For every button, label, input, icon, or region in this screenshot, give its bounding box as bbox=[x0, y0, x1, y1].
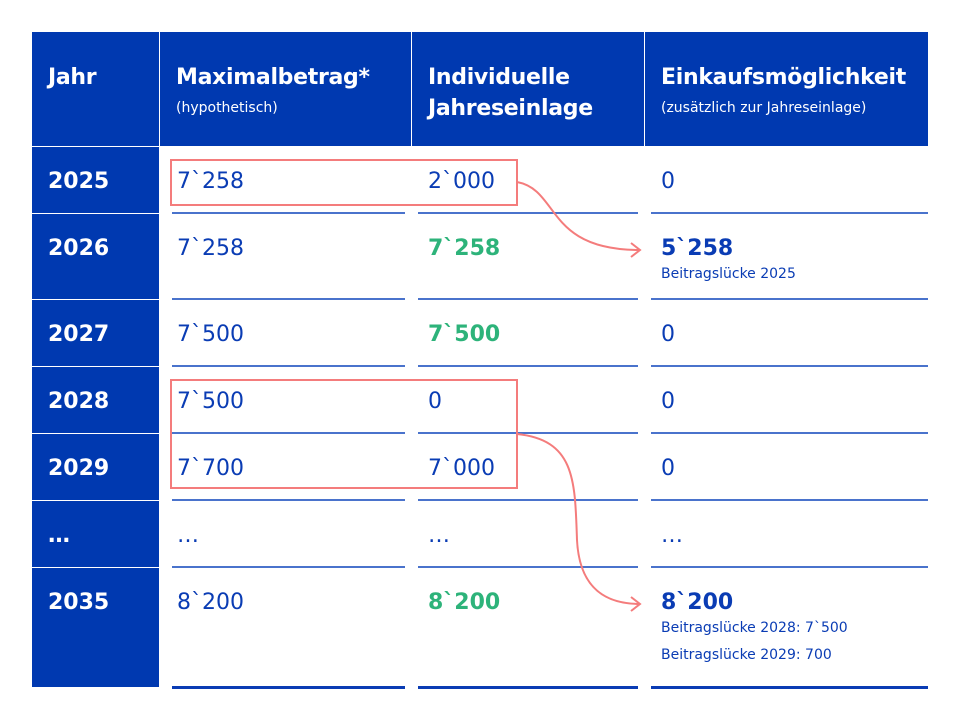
einkauf-value: … bbox=[661, 523, 683, 548]
row-divider bbox=[172, 566, 405, 568]
row-divider bbox=[172, 298, 405, 300]
header-title: Individuelle Jahreseinlage bbox=[428, 65, 593, 121]
row-divider bbox=[651, 432, 928, 434]
einkauf-value: 0 bbox=[661, 169, 675, 194]
maximalbetrag-value: 7`500 bbox=[177, 389, 244, 414]
einkauf-value: 5`258 bbox=[661, 236, 734, 261]
jahreseinlage-value: 2`000 bbox=[428, 169, 495, 194]
beitragsluecke-note: Beitragslücke 2025 bbox=[661, 266, 796, 282]
year-label: 2029 bbox=[48, 456, 110, 481]
row-divider bbox=[651, 499, 928, 501]
year-label: 2026 bbox=[48, 236, 110, 261]
row-divider bbox=[418, 432, 638, 434]
einkauf-value: 0 bbox=[661, 322, 675, 347]
row-divider bbox=[418, 499, 638, 501]
row-divider bbox=[418, 686, 638, 689]
maximalbetrag-value: 7`700 bbox=[177, 456, 244, 481]
year-label: 2025 bbox=[48, 169, 110, 194]
row-divider bbox=[172, 212, 405, 214]
year-cell: 2027 bbox=[32, 300, 159, 366]
row-divider bbox=[418, 298, 638, 300]
jahreseinlage-value: 7`258 bbox=[428, 236, 501, 261]
year-cell: … bbox=[32, 501, 159, 567]
einkauf-value: 0 bbox=[661, 389, 675, 414]
header-subtitle: (hypothetisch) bbox=[176, 100, 278, 116]
row-divider bbox=[651, 686, 928, 689]
einkauf-value: 8`200 bbox=[661, 590, 734, 615]
year-label: 2027 bbox=[48, 322, 110, 347]
row-divider bbox=[651, 566, 928, 568]
header-einkauf: Einkaufsmöglichkeit (zusätzlich zur Jahre… bbox=[645, 32, 928, 146]
highlight-box-2025 bbox=[170, 159, 518, 206]
row-divider bbox=[651, 212, 928, 214]
maximalbetrag-value: 7`258 bbox=[177, 169, 244, 194]
arrowhead-icon bbox=[630, 242, 642, 258]
maximalbetrag-value: 7`500 bbox=[177, 322, 244, 347]
highlight-box-2028-2029 bbox=[170, 379, 518, 489]
arrow-2028-to-2035 bbox=[516, 433, 641, 605]
header-title: Jahr bbox=[48, 65, 97, 90]
year-cell: 2035 bbox=[32, 568, 159, 687]
row-divider bbox=[172, 432, 405, 434]
beitragsluecke-note: Beitragslücke 2028: 7`500 bbox=[661, 620, 848, 636]
row-divider bbox=[418, 566, 638, 568]
year-cell: 2025 bbox=[32, 147, 159, 213]
jahreseinlage-value: 7`000 bbox=[428, 456, 495, 481]
arrow-2025-to-2026 bbox=[516, 181, 641, 251]
jahreseinlage-value: 7`500 bbox=[428, 322, 501, 347]
row-divider bbox=[418, 212, 638, 214]
arrowhead-icon bbox=[630, 596, 642, 612]
header-jahreseinlage: Individuelle Jahreseinlage bbox=[412, 32, 644, 146]
row-divider bbox=[418, 365, 638, 367]
year-cell: 2029 bbox=[32, 434, 159, 500]
row-divider bbox=[651, 298, 928, 300]
row-divider bbox=[172, 365, 405, 367]
beitragsluecke-note: Beitragslücke 2029: 700 bbox=[661, 647, 832, 663]
jahreseinlage-value: … bbox=[428, 523, 450, 548]
year-cell: 2026 bbox=[32, 214, 159, 299]
maximalbetrag-value: 7`258 bbox=[177, 236, 244, 261]
header-subtitle: (zusätzlich zur Jahreseinlage) bbox=[661, 100, 867, 116]
header-maximalbetrag: Maximalbetrag* (hypothetisch) bbox=[160, 32, 411, 146]
header-jahr: Jahr bbox=[32, 32, 159, 146]
year-cell: 2028 bbox=[32, 367, 159, 433]
row-divider bbox=[172, 499, 405, 501]
maximalbetrag-value: … bbox=[177, 523, 199, 548]
jahreseinlage-value: 8`200 bbox=[428, 590, 501, 615]
row-divider bbox=[172, 686, 405, 689]
maximalbetrag-value: 8`200 bbox=[177, 590, 244, 615]
row-divider bbox=[651, 365, 928, 367]
jahreseinlage-value: 0 bbox=[428, 389, 442, 414]
year-label: 2028 bbox=[48, 389, 110, 414]
year-label: … bbox=[48, 523, 70, 548]
einkauf-value: 0 bbox=[661, 456, 675, 481]
header-title: Einkaufsmöglichkeit bbox=[661, 65, 906, 90]
header-title: Maximalbetrag* bbox=[176, 65, 370, 90]
year-label: 2035 bbox=[48, 590, 110, 615]
